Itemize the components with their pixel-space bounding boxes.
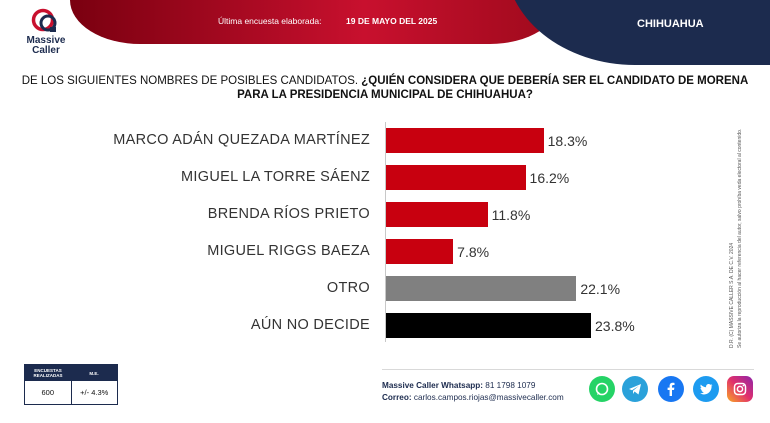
bar [386,202,488,227]
question-main: ¿QUIÉN CONSIDERA QUE DEBERÍA SER EL CAND… [237,75,749,101]
bar [386,165,526,190]
facebook-icon[interactable] [658,376,684,402]
brand-logo: Massive Caller [22,8,72,58]
copyright-line1: D.R. (C) MASSIVE CALLER S.A. DE C.V. 202… [729,242,735,348]
logo-mark-icon [31,8,57,32]
value-label: 18.3% [547,133,588,149]
surveys-header: ENCUESTAS REALIZADAS [33,368,63,378]
instagram-icon[interactable] [727,376,753,402]
category-label: MARCO ADÁN QUEZADA MARTÍNEZ [113,132,370,148]
survey-date: 19 DE MAYO DEL 2025 [346,16,438,26]
header-navy-banner [505,0,770,65]
survey-info-table: ENCUESTAS REALIZADAS M.E. 600 +/- 4.3% [24,364,118,405]
value-label: 23.8% [595,318,635,334]
surveys-value: 600 [41,388,54,397]
footer-divider [382,369,754,370]
value-label: 22.1% [580,281,621,297]
brand-name: Massive Caller [24,36,68,56]
whatsapp-contact: Massive Caller Whatsapp: 81 1798 1079 [382,381,535,390]
telegram-icon[interactable] [622,376,648,402]
category-label: OTRO [326,280,370,296]
chart-axis-line [385,122,386,342]
value-label: 11.8% [491,207,531,223]
category-label: AÚN NO DECIDE [250,317,370,333]
margin-error-value: +/- 4.3% [70,381,118,404]
whatsapp-label: Massive Caller Whatsapp: [382,381,484,390]
margin-error-header: M.E. [89,370,99,376]
whatsapp-number[interactable]: 81 1798 1079 [485,381,536,390]
category-label: MIGUEL LA TORRE SÁENZ [181,169,370,185]
brand-name-line1: Massive [26,35,66,46]
whatsapp-icon[interactable] [589,376,615,402]
category-label: MIGUEL RIGGS BAEZA [207,243,370,259]
question-intro: DE LOS SIGUIENTES NOMBRES DE POSIBLES CA… [21,75,362,87]
question-title: DE LOS SIGUIENTES NOMBRES DE POSIBLES CA… [20,74,750,102]
bar [386,239,454,264]
twitter-icon[interactable] [693,376,719,402]
value-label: 16.2% [529,170,570,186]
email-contact: Correo: carlos.campos.riojas@massivecall… [382,393,564,402]
copyright-line2: Se autoriza la reproducción al hacer ref… [737,128,743,348]
bar [386,313,591,338]
category-label: BRENDA RÍOS PRIETO [207,206,370,222]
bar [386,276,577,301]
value-label: 7.8% [457,244,490,260]
bar [386,128,544,153]
email-label: Correo: [382,393,412,402]
copyright-note: D.R. (C) MASSIVE CALLER S.A. DE C.V. 202… [727,90,747,350]
email-link[interactable]: carlos.campos.riojas@massivecaller.com [413,393,564,402]
brand-name-line2: Caller [32,45,60,56]
header-red-banner [70,0,560,44]
state-label: CHIHUAHUA [637,18,704,30]
survey-label: Última encuesta elaborada: [218,16,322,26]
